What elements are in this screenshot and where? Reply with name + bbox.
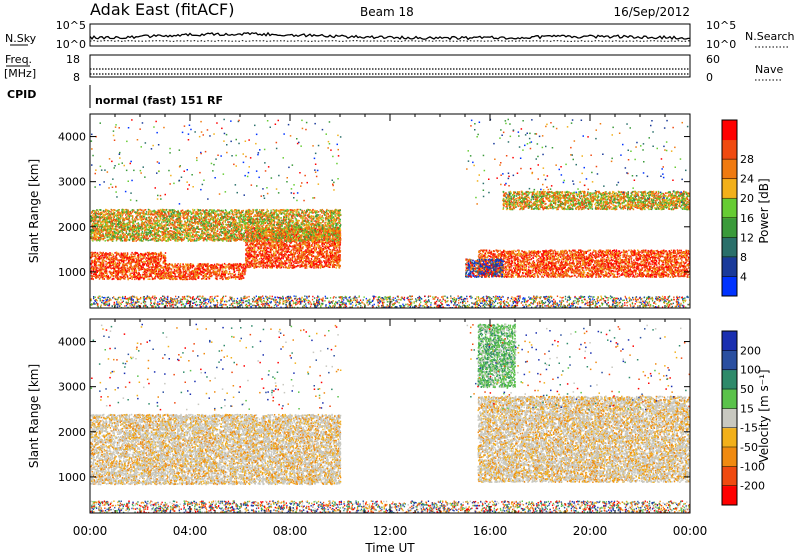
x-tick-label: 12:00 [373, 524, 408, 538]
colorbar-swatch [722, 369, 737, 390]
y-tick-label: 2000 [58, 221, 86, 234]
colorbar-swatch [722, 485, 737, 506]
nsearch-tick-top: 10^5 [706, 19, 736, 32]
nsky-panel-frame [89, 23, 691, 47]
colorbar-tick-label: 20 [740, 192, 754, 205]
freq-tick-bottom: 8 [73, 71, 80, 84]
colorbar-tick-label: 16 [740, 212, 754, 225]
velocity-colorbar: -200 -100 -50 -15 15 50 100 200 [721, 330, 765, 506]
nsearch-series [89, 40, 691, 42]
colorbar-swatch [722, 350, 737, 371]
freq-unit: [MHz] [4, 67, 36, 80]
colorbar-tick-label: 28 [740, 153, 754, 166]
colorbar-tick-label: 15 [740, 402, 754, 415]
power-y-axis-label: Slant Range [km] [27, 159, 41, 263]
nsky-series [89, 31, 690, 41]
nsky-tick-top: 10^5 [56, 19, 86, 32]
colorbar-tick-label: -200 [740, 480, 765, 493]
colorbar-swatch [722, 159, 737, 180]
x-axis-label: Time UT [364, 541, 415, 554]
freq-tick-top: 18 [66, 53, 80, 66]
colorbar-swatch [722, 427, 737, 448]
x-tick-label: 16:00 [473, 524, 508, 538]
y-tick-label: 1000 [58, 266, 86, 279]
nsky-tick-bottom: 10^0 [56, 38, 86, 51]
nave-label: Nave [755, 63, 783, 76]
colorbar-tick-label: 12 [740, 231, 754, 244]
beam-label: Beam 18 [360, 5, 414, 19]
colorbar-swatch [722, 139, 737, 160]
nsearch-tick-bottom: 10^0 [706, 38, 736, 51]
colorbar-tick-label: 4 [740, 270, 747, 283]
colorbar-swatch [722, 408, 737, 429]
nsearch-label: N.Search [745, 30, 795, 43]
y-tick-label: 1000 [58, 471, 86, 484]
nave-tick-top: 60 [706, 53, 720, 66]
colorbar-swatch [722, 466, 737, 487]
freq-panel-frame [89, 54, 691, 78]
cpid-label: CPID [7, 88, 36, 101]
colorbar-tick-label: 50 [740, 383, 754, 396]
x-tick-label: 08:00 [273, 524, 308, 538]
colorbar-tick-label: 24 [740, 173, 754, 186]
colorbar-tick-label: -100 [740, 460, 765, 473]
colorbar-swatch [722, 237, 737, 258]
colorbar-tick-label: 8 [740, 251, 747, 264]
colorbar-swatch [722, 276, 737, 297]
velocity-colorbar-label: Velocity [m s⁻¹] [757, 369, 771, 462]
velocity-y-axis-label: Slant Range [km] [27, 364, 41, 468]
y-tick-label: 4000 [58, 131, 86, 144]
y-tick-label: 3000 [58, 381, 86, 394]
colorbar-tick-label: 200 [740, 344, 761, 357]
velocity-heatmap [90, 323, 690, 513]
y-tick-label: 3000 [58, 176, 86, 189]
colorbar-tick-label: -15 [740, 422, 758, 435]
freq-label: Freq. [5, 53, 32, 66]
y-tick-label: 2000 [58, 426, 86, 439]
cpid-value: normal (fast) 151 RF [95, 94, 223, 107]
colorbar-swatch [722, 389, 737, 409]
x-tick-label: 00:00 [73, 524, 108, 538]
y-tick-label: 4000 [58, 336, 86, 349]
colorbar-swatch [722, 120, 737, 141]
x-tick-label: 00:00 [673, 524, 708, 538]
colorbar-swatch [722, 331, 737, 351]
colorbar-swatch [722, 217, 737, 238]
station-title: Adak East (fitACF) [90, 0, 234, 19]
x-tick-label: 20:00 [573, 524, 608, 538]
x-tick-label: 04:00 [173, 524, 208, 538]
colorbar-swatch [722, 178, 737, 199]
colorbar-swatch [722, 198, 737, 219]
colorbar-tick-label: 100 [740, 364, 761, 377]
power-heatmap [90, 118, 690, 308]
power-colorbar-label: Power [dB] [757, 178, 771, 243]
colorbar-tick-label: -50 [740, 441, 758, 454]
power-colorbar: 4 8 12 16 20 24 28 [721, 119, 754, 297]
nave-tick-bottom: 0 [706, 71, 713, 84]
date-label: 16/Sep/2012 [613, 5, 690, 19]
colorbar-swatch [722, 256, 737, 277]
colorbar-swatch [722, 447, 737, 467]
nsky-label: N.Sky [5, 32, 37, 45]
